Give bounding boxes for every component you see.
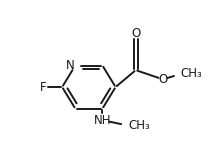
Text: F: F	[39, 81, 46, 94]
Text: O: O	[158, 73, 167, 86]
Text: O: O	[131, 27, 140, 40]
Text: CH₃: CH₃	[181, 67, 203, 81]
Text: N: N	[66, 59, 75, 72]
Text: NH: NH	[94, 114, 111, 127]
Text: CH₃: CH₃	[128, 119, 150, 132]
